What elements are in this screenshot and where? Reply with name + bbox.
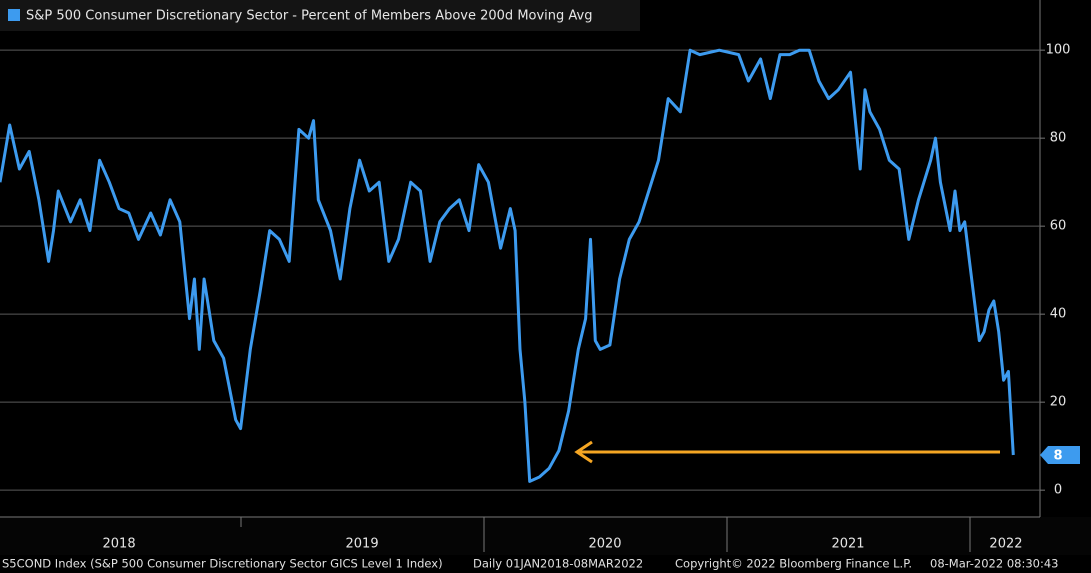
x-tick-label: 2021 [831,537,864,552]
legend-box [0,0,640,31]
x-tick-label: 2018 [103,537,136,552]
timestamp: 08-Mar-2022 08:30:43 [930,557,1058,571]
series-line [0,48,1015,483]
annotation-arrow [574,440,1000,464]
source-note: S5COND Index (S&P 500 Consumer Discretio… [2,557,443,571]
y-tick-label: 40 [1050,307,1067,322]
y-tick-label: 60 [1050,219,1067,234]
date-range: Daily 01JAN2018-08MAR2022 [473,557,643,571]
y-tick-label: 100 [1046,43,1071,58]
last-value-tag [1040,445,1080,464]
legend-swatch [8,9,20,21]
y-tick-label: 0 [1054,483,1062,498]
copyright: Copyright© 2022 Bloomberg Finance L.P. [675,557,912,571]
arrow-head [574,440,593,464]
x-tick-label: 2022 [989,537,1022,552]
y-tick-label: 20 [1050,395,1067,410]
x-axis-band [0,517,1091,555]
x-tick-label: 2020 [588,537,621,552]
y-tick-label: 80 [1050,131,1067,146]
last-value-label: 8 [1053,448,1062,463]
x-tick-label: 2019 [346,537,379,552]
plot-area [0,48,1040,491]
legend-label: S&P 500 Consumer Discretionary Sector - … [26,9,593,24]
